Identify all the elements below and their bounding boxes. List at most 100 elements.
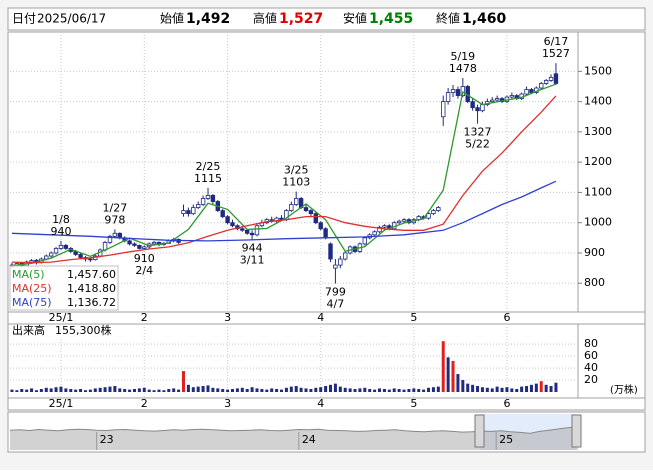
volume-bar <box>54 387 58 392</box>
header-item-name: 始値 <box>160 11 184 26</box>
volume-bar <box>500 387 504 392</box>
candle-body <box>191 207 196 215</box>
volume-bar <box>142 387 146 392</box>
volume-bar <box>284 387 288 392</box>
candle-body <box>539 83 544 89</box>
header-item-value: 1,455 <box>369 11 413 27</box>
volume-bar <box>108 386 112 392</box>
candle-body <box>372 231 377 236</box>
volume-bar <box>476 386 480 392</box>
volume-bar <box>387 389 391 392</box>
legend-name: MA(5) <box>12 268 45 281</box>
annotation-date: 4/7 <box>327 298 345 311</box>
candle-body <box>431 210 436 215</box>
candle-body <box>249 232 255 236</box>
volume-bar <box>216 388 220 392</box>
y-tick-label: 1000 <box>584 216 612 229</box>
annotation-date: 1/27 <box>103 201 128 214</box>
legend-name: MA(25) <box>12 282 52 295</box>
annotation-date: 2/25 <box>196 160 221 173</box>
candle-body <box>205 195 211 199</box>
volume-bar <box>44 387 48 392</box>
x-tick-label: 3 <box>224 311 231 324</box>
grid-layer <box>10 32 582 398</box>
annotation-price: 978 <box>104 213 125 226</box>
volume-bar <box>422 389 426 392</box>
volume-bar <box>15 390 19 392</box>
x-tick-label: 2 <box>141 311 148 324</box>
marks-layer <box>9 63 559 392</box>
volume-bar <box>79 389 83 392</box>
volume-bar <box>240 387 244 392</box>
header-item-name: 安値 <box>343 11 367 26</box>
volume-bar <box>534 383 538 392</box>
candle-body <box>137 245 142 249</box>
volume-bar <box>255 388 259 392</box>
volume-bar <box>333 383 337 392</box>
volume-bar <box>30 388 34 392</box>
candle-body <box>470 101 475 109</box>
annotation-date: 5/22 <box>465 138 490 151</box>
candle-body <box>460 86 466 96</box>
volume-bar <box>132 389 136 392</box>
candle-body <box>230 222 235 227</box>
annotation-date: 1/8 <box>52 213 70 226</box>
annotation-date: 6/17 <box>544 35 569 48</box>
volume-bar <box>172 388 176 392</box>
volume-title: 出来高 <box>12 323 45 337</box>
volume-bar <box>123 389 127 392</box>
volume-bar <box>515 389 519 392</box>
candle-body <box>240 228 245 231</box>
moving-average-line <box>11 83 557 267</box>
volume-bar <box>270 388 274 392</box>
candle-body <box>244 229 250 234</box>
candle-body <box>553 73 559 84</box>
volume-bar <box>480 387 484 392</box>
navigator-handle-right[interactable] <box>571 414 582 448</box>
header-item-name: 終値 <box>436 11 460 26</box>
volume-bar <box>490 388 494 392</box>
volume-x-tick-label: 6 <box>503 397 510 410</box>
volume-bar <box>88 389 92 392</box>
candle-body <box>107 235 113 243</box>
volume-bar <box>441 341 445 392</box>
volume-bar <box>338 386 342 392</box>
volume-bar <box>34 390 38 392</box>
candle-body <box>509 95 515 98</box>
volume-bar <box>230 389 234 392</box>
candle-body <box>328 243 333 260</box>
navigator-tick-label: 23 <box>100 433 114 446</box>
volume-bar <box>324 386 328 392</box>
x-tick-label: 25/1 <box>49 311 74 324</box>
volume-bar <box>309 389 313 392</box>
candle-body <box>396 220 402 224</box>
moving-average-line <box>11 180 557 242</box>
volume-bar <box>412 388 416 392</box>
volume-bar <box>378 388 382 392</box>
candle-body <box>377 226 382 233</box>
volume-bar <box>147 389 151 392</box>
volume-bar <box>495 386 499 392</box>
candle-body <box>455 89 461 96</box>
candle-body <box>225 216 230 224</box>
candle-body <box>210 195 216 202</box>
candle-body <box>490 99 495 103</box>
volume-bar <box>520 386 524 392</box>
volume-bar <box>128 389 132 392</box>
volume-bar <box>431 387 435 392</box>
volume-bar <box>373 389 377 392</box>
y-tick-label: 800 <box>584 276 605 289</box>
volume-bar <box>245 389 249 392</box>
x-tick-label: 6 <box>503 311 510 324</box>
y-tick-label: 1500 <box>584 64 612 77</box>
navigator-handle-left[interactable] <box>474 414 485 448</box>
candle-body <box>63 245 69 249</box>
volume-panel <box>7 323 646 411</box>
volume-bar <box>348 388 352 392</box>
annotation-price: 910 <box>134 252 155 265</box>
header-item-value: 1,527 <box>279 11 323 27</box>
annotation-date: 3/25 <box>284 164 309 177</box>
volume-bar <box>392 388 396 392</box>
header-panel <box>7 7 646 31</box>
